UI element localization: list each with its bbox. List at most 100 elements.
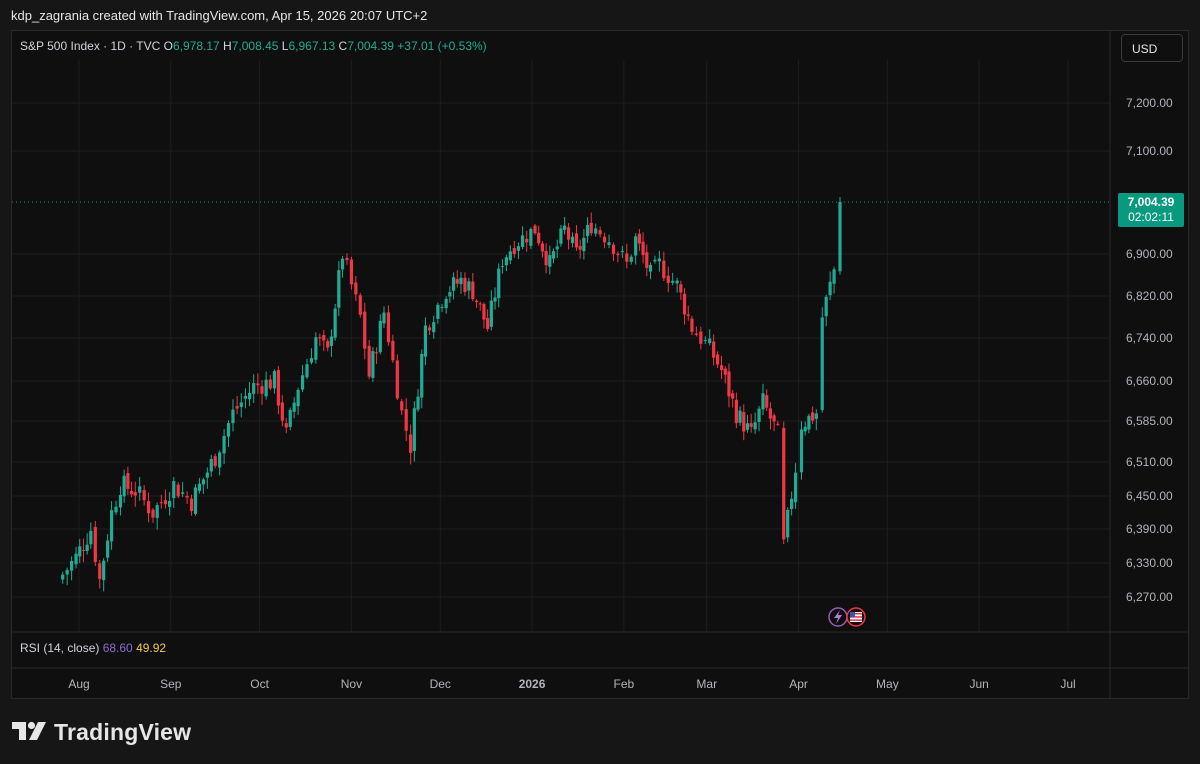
candle-body xyxy=(239,402,243,408)
candle-body xyxy=(309,358,314,363)
symbol-name: S&P 500 Index · 1D · TVC xyxy=(20,39,161,53)
candle-body xyxy=(540,243,545,252)
candle-body xyxy=(151,509,155,518)
x-tick-label: Nov xyxy=(341,677,362,691)
candle-body xyxy=(537,232,541,244)
x-tick-label: Mar xyxy=(696,677,717,691)
open-value: 6,978.17 xyxy=(172,39,220,53)
candle-body xyxy=(118,494,123,508)
candle-body xyxy=(723,368,727,375)
candle-body xyxy=(690,318,694,332)
candle-body xyxy=(675,280,679,284)
candle-body xyxy=(106,540,110,558)
candle-body xyxy=(436,304,440,319)
candle-body xyxy=(504,257,508,266)
candle-body xyxy=(641,241,645,256)
candle-body xyxy=(222,435,226,454)
candle-body xyxy=(768,408,773,419)
candle-body xyxy=(296,389,300,407)
candle-body xyxy=(738,410,742,423)
candle-body xyxy=(525,238,529,243)
candle-body xyxy=(155,505,159,519)
candle-body xyxy=(340,258,345,270)
candle-body xyxy=(252,383,256,394)
candle-body xyxy=(712,341,716,358)
candle-body xyxy=(566,227,571,240)
candle-body xyxy=(409,434,413,453)
candle-body xyxy=(61,574,65,580)
candle-body xyxy=(838,202,842,272)
candle-body xyxy=(349,259,354,285)
candle-body xyxy=(318,337,322,339)
candle-body xyxy=(671,280,675,283)
brand-name: TradingView xyxy=(54,719,192,745)
candle-body xyxy=(280,402,284,421)
candle-body xyxy=(412,408,416,451)
candle-body xyxy=(474,300,479,303)
candle-body xyxy=(686,314,690,316)
y-tick-label: 6,270.00 xyxy=(1126,590,1173,604)
candle-body xyxy=(653,259,657,262)
candle-body xyxy=(276,369,280,406)
us-flag-stripe xyxy=(850,616,862,618)
candle-body xyxy=(500,266,505,268)
candle-body xyxy=(682,293,687,315)
y-tick-label: 6,510.00 xyxy=(1126,455,1173,469)
candle-body xyxy=(666,275,670,283)
candle-body xyxy=(247,392,252,400)
candle-body xyxy=(213,456,217,466)
candle-body xyxy=(616,253,620,255)
candle-body xyxy=(378,320,382,353)
candle-body xyxy=(93,527,97,562)
candle-body xyxy=(634,236,638,256)
candle-body xyxy=(497,268,501,299)
currency-button[interactable]: USD xyxy=(1121,34,1183,62)
candle-body xyxy=(329,336,334,346)
candle-body xyxy=(832,269,836,284)
candle-body xyxy=(122,475,126,497)
candle-body xyxy=(85,544,89,551)
candle-body xyxy=(243,396,248,399)
candle-body xyxy=(181,492,185,494)
candle-body xyxy=(699,331,703,344)
candle-body xyxy=(611,244,616,254)
candle-body xyxy=(529,229,533,246)
candle-body xyxy=(382,312,386,324)
candle-body xyxy=(807,415,811,430)
change-value: +37.01 (+0.53%) xyxy=(397,39,487,53)
candle-body xyxy=(284,423,288,428)
candle-body xyxy=(625,253,629,262)
rsi-label: RSI (14, close) xyxy=(20,641,100,655)
y-tick-label: 6,900.00 xyxy=(1126,247,1173,261)
candle-body xyxy=(197,483,202,491)
candle-body xyxy=(74,553,78,565)
candle-body xyxy=(354,282,358,295)
candle-body xyxy=(776,423,780,425)
candle-body xyxy=(400,401,404,411)
candle-body xyxy=(820,317,824,410)
candle-body xyxy=(555,246,559,250)
y-tick-label: 6,660.00 xyxy=(1126,374,1173,388)
candle-body xyxy=(551,251,556,259)
bar-countdown: 02:02:11 xyxy=(1128,210,1174,224)
candle-body xyxy=(416,396,420,410)
candle-body xyxy=(114,506,118,513)
candle-body xyxy=(163,500,168,505)
candle-body xyxy=(578,246,582,250)
candle-body xyxy=(322,335,326,341)
candle-body xyxy=(570,236,575,244)
candle-body xyxy=(512,248,516,254)
tradingview-logo-icon xyxy=(12,721,46,740)
candle-body xyxy=(679,284,683,293)
candle-body xyxy=(78,546,82,557)
candle-body xyxy=(81,549,86,551)
candle-body xyxy=(489,300,493,327)
chart-frame[interactable] xyxy=(11,30,1189,699)
candle-body xyxy=(133,492,137,496)
candle-body xyxy=(146,501,151,514)
candle-body xyxy=(395,360,399,399)
rsi-indicator-legend[interactable]: RSI (14, close) 68.60 49.92 xyxy=(20,641,166,655)
candle-body xyxy=(493,297,497,302)
candle-body xyxy=(716,354,720,365)
